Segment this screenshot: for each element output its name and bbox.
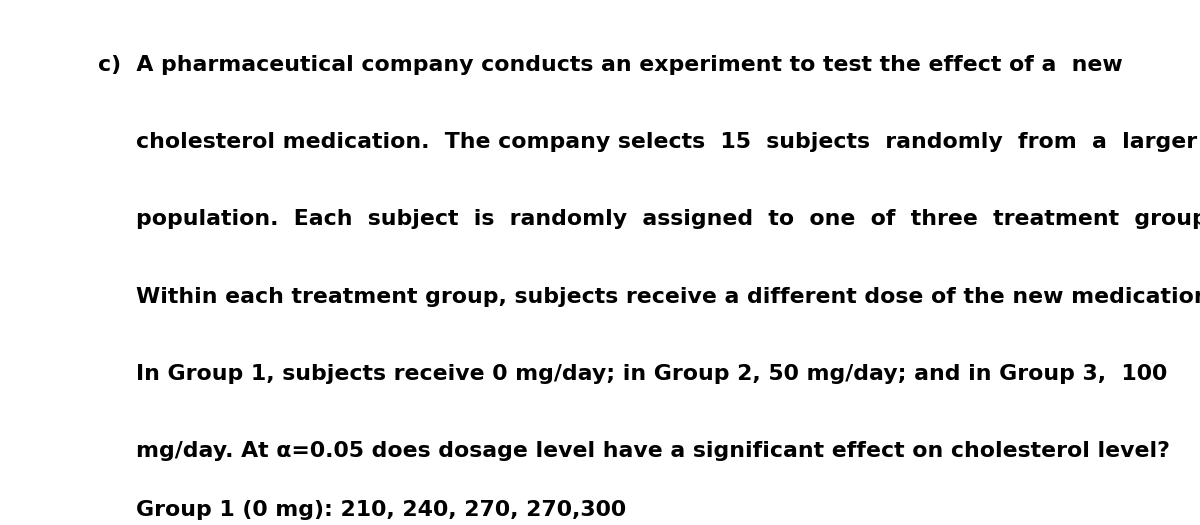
Text: c)  A pharmaceutical company conducts an experiment to test the effect of a  new: c) A pharmaceutical company conducts an … [98, 55, 1123, 75]
Text: Group 1 (0 mg): 210, 240, 270, 270,300: Group 1 (0 mg): 210, 240, 270, 270,300 [136, 500, 625, 520]
Text: mg/day. At α=0.05 does dosage level have a significant effect on cholesterol lev: mg/day. At α=0.05 does dosage level have… [136, 441, 1170, 461]
Text: Within each treatment group, subjects receive a different dose of the new medica: Within each treatment group, subjects re… [136, 287, 1200, 307]
Text: In Group 1, subjects receive 0 mg/day; in Group 2, 50 mg/day; and in Group 3,  1: In Group 1, subjects receive 0 mg/day; i… [136, 364, 1166, 384]
Text: cholesterol medication.  The company selects  15  subjects  randomly  from  a  l: cholesterol medication. The company sele… [136, 132, 1196, 152]
Text: population.  Each  subject  is  randomly  assigned  to  one  of  three  treatmen: population. Each subject is randomly ass… [136, 209, 1200, 229]
